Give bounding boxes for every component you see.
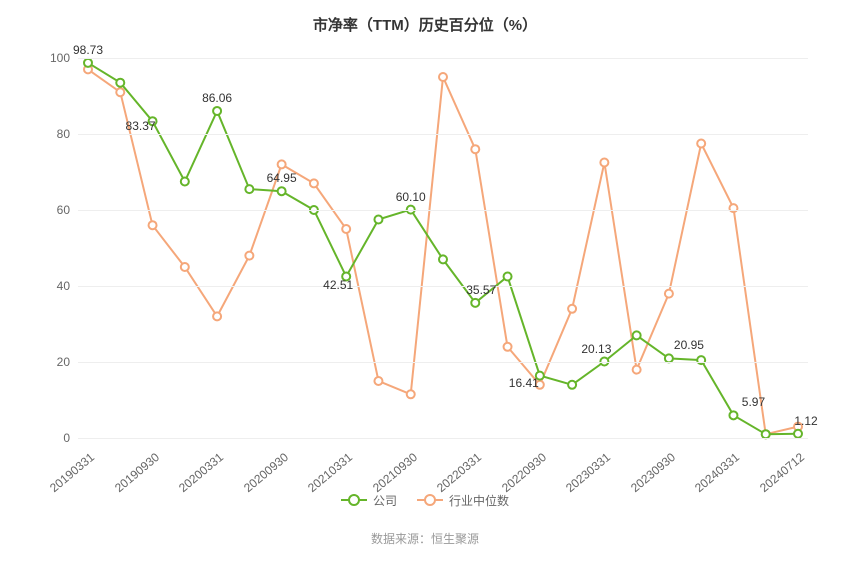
series-marker [116,88,124,96]
series-marker [762,430,770,438]
grid-line [78,286,808,287]
series-marker [504,343,512,351]
plot-area: 0204060801002019033120190930202003312020… [78,58,808,438]
legend-swatch [417,499,443,501]
series-marker [342,225,350,233]
series-marker [568,381,576,389]
point-label: 98.73 [73,43,103,57]
point-label: 35.57 [466,283,496,297]
y-tick-label: 60 [57,203,70,217]
point-label: 60.10 [396,190,426,204]
series-marker [278,187,286,195]
series-marker [310,179,318,187]
chart-title: 市净率（TTM）历史百分位（%） [0,0,850,35]
point-label: 42.51 [323,278,353,292]
series-marker [439,73,447,81]
point-label: 64.95 [267,171,297,185]
grid-line [78,362,808,363]
data-source: 数据来源：恒生聚源 [0,530,850,547]
series-marker [633,366,641,374]
point-label: 86.06 [202,91,232,105]
series-marker [471,299,479,307]
y-tick-label: 20 [57,355,70,369]
point-label: 16.41 [509,376,539,390]
y-tick-label: 0 [63,431,70,445]
legend: 公司 行业中位数 [0,490,850,509]
series-marker [245,185,253,193]
series-marker [181,263,189,271]
line-svg [78,58,808,438]
series-marker [600,159,608,167]
y-tick-label: 100 [50,51,70,65]
point-label: 1.12 [794,414,817,428]
series-marker [181,178,189,186]
series-marker [504,273,512,281]
series-line [88,69,798,434]
series-marker [568,305,576,313]
y-tick-label: 40 [57,279,70,293]
series-marker [697,140,705,148]
series-line [88,63,798,434]
series-marker [729,411,737,419]
legend-item[interactable]: 公司 [341,492,397,509]
grid-line [78,210,808,211]
grid-line [78,58,808,59]
series-marker [633,331,641,339]
series-marker [407,390,415,398]
point-label: 20.95 [674,338,704,352]
series-marker [245,252,253,260]
series-marker [116,79,124,87]
series-marker [84,59,92,67]
series-marker [374,377,382,385]
y-tick-label: 80 [57,127,70,141]
series-marker [278,160,286,168]
series-marker [471,145,479,153]
series-marker [374,216,382,224]
point-label: 20.13 [581,342,611,356]
point-label: 5.97 [742,395,765,409]
point-label: 83.37 [126,119,156,133]
legend-label: 行业中位数 [449,492,509,509]
grid-line [78,438,808,439]
legend-swatch [341,499,367,501]
chart-container: 市净率（TTM）历史百分位（%） 02040608010020190331201… [0,0,850,575]
series-marker [794,430,802,438]
legend-label: 公司 [373,492,397,509]
series-marker [213,312,221,320]
series-marker [439,255,447,263]
series-marker [149,221,157,229]
series-marker [665,290,673,298]
legend-item[interactable]: 行业中位数 [417,492,509,509]
series-marker [213,107,221,115]
grid-line [78,134,808,135]
